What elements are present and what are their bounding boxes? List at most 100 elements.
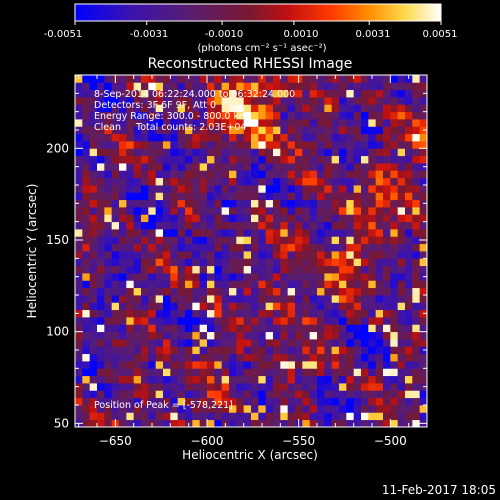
- heatmap-cell: [133, 243, 142, 252]
- heatmap-cell: [339, 75, 347, 83]
- heatmap-cell: [133, 119, 142, 127]
- heatmap-cell: [133, 177, 142, 186]
- heatmap-cell: [126, 331, 135, 340]
- heatmap-cell: [221, 170, 230, 179]
- heatmap-cell: [375, 148, 384, 157]
- heatmap-cell: [177, 265, 186, 274]
- heatmap-cell: [155, 236, 164, 245]
- heatmap-cell: [324, 280, 333, 289]
- heatmap-cell: [192, 361, 201, 369]
- heatmap-cell: [397, 163, 406, 171]
- heatmap-cell: [82, 251, 91, 259]
- heatmap-cell: [339, 89, 347, 98]
- heatmap-cell: [280, 317, 289, 325]
- heatmap-cell: [170, 265, 179, 274]
- heatmap-cell: [97, 214, 105, 223]
- heatmap-cell: [89, 258, 98, 267]
- heatmap-cell: [251, 133, 259, 142]
- heatmap-cell: [82, 192, 91, 201]
- heatmap-cell: [199, 353, 208, 362]
- heatmap-cell: [163, 412, 171, 421]
- heatmap-cell: [280, 236, 289, 245]
- heatmap-cell: [412, 141, 421, 149]
- heatmap-cell: [192, 170, 201, 179]
- heatmap-cell: [141, 89, 149, 98]
- heatmap-cell: [126, 207, 135, 215]
- heatmap-cell: [390, 119, 399, 127]
- heatmap-cell: [89, 119, 98, 127]
- heatmap-cell: [265, 383, 274, 391]
- heatmap-cell: [199, 104, 208, 113]
- heatmap-cell: [207, 104, 215, 113]
- heatmap-cell: [133, 309, 142, 318]
- heatmap-cell: [412, 119, 421, 127]
- heatmap-cell: [353, 368, 362, 377]
- heatmap-cell: [75, 207, 83, 215]
- heatmap-cell: [346, 265, 355, 274]
- heatmap-cell: [111, 243, 120, 252]
- heatmap-cell: [419, 192, 427, 201]
- heatmap-cell: [89, 346, 98, 355]
- heatmap-cell: [104, 390, 113, 399]
- x-tick-label: −600: [191, 434, 224, 448]
- heatmap-cell: [353, 111, 362, 120]
- heatmap-cell: [339, 214, 347, 223]
- heatmap-cell: [104, 177, 113, 186]
- heatmap-cell: [405, 133, 413, 142]
- heatmap-cell: [375, 361, 384, 369]
- heatmap-cell: [273, 221, 281, 230]
- heatmap-cell: [339, 177, 347, 186]
- heatmap-cell: [97, 419, 105, 427]
- heatmap-cell: [75, 375, 83, 384]
- heatmap-cell: [89, 309, 98, 318]
- heatmap-cell: [397, 295, 406, 303]
- heatmap-cell: [295, 258, 303, 267]
- heatmap-cell: [170, 302, 179, 311]
- heatmap-cell: [339, 104, 347, 113]
- heatmap-cell: [405, 251, 413, 259]
- heatmap-cell: [163, 339, 171, 347]
- heatmap-cell: [221, 346, 230, 355]
- heatmap-cell: [229, 177, 237, 186]
- heatmap-cell: [295, 199, 303, 208]
- heatmap-cell: [309, 317, 318, 325]
- heatmap-cell: [141, 126, 149, 135]
- heatmap-cell: [141, 104, 149, 113]
- heatmap-cell: [111, 397, 120, 406]
- heatmap-cell: [331, 309, 340, 318]
- heatmap-cell: [265, 199, 274, 208]
- heatmap-cell: [258, 339, 267, 347]
- heatmap-cell: [89, 133, 98, 142]
- heatmap-cell: [82, 368, 91, 377]
- heatmap-cell: [251, 368, 259, 377]
- heatmap-cell: [309, 192, 318, 201]
- heatmap-cell: [339, 82, 347, 91]
- heatmap-cell: [207, 353, 215, 362]
- heatmap-cell: [368, 361, 377, 369]
- heatmap-cell: [236, 405, 245, 413]
- heatmap-cell: [229, 82, 237, 91]
- heatmap-cell: [177, 368, 186, 377]
- heatmap-cell: [273, 97, 281, 105]
- heatmap-cell: [82, 89, 91, 98]
- heatmap-cell: [141, 111, 149, 120]
- heatmap-cell: [229, 346, 237, 355]
- heatmap-cell: [412, 258, 421, 267]
- heatmap-cell: [280, 82, 289, 91]
- heatmap-cell: [258, 412, 267, 421]
- heatmap-cell: [207, 339, 215, 347]
- heatmap-cell: [192, 419, 201, 427]
- heatmap-cell: [324, 251, 333, 259]
- heatmap-cell: [317, 258, 325, 267]
- heatmap-cell: [75, 141, 83, 149]
- x-axis-label: Heliocentric X (arcsec): [182, 448, 318, 462]
- annotation-detectors: Detectors: 3F 6F 9F, Att 0: [94, 100, 216, 111]
- heatmap-cell: [119, 163, 127, 171]
- heatmap-cell: [309, 126, 318, 135]
- heatmap-cell: [383, 75, 391, 83]
- heatmap-cell: [383, 148, 391, 157]
- heatmap-cell: [199, 317, 208, 325]
- heatmap-cell: [214, 104, 223, 113]
- heatmap-cell: [75, 229, 83, 237]
- heatmap-cell: [295, 295, 303, 303]
